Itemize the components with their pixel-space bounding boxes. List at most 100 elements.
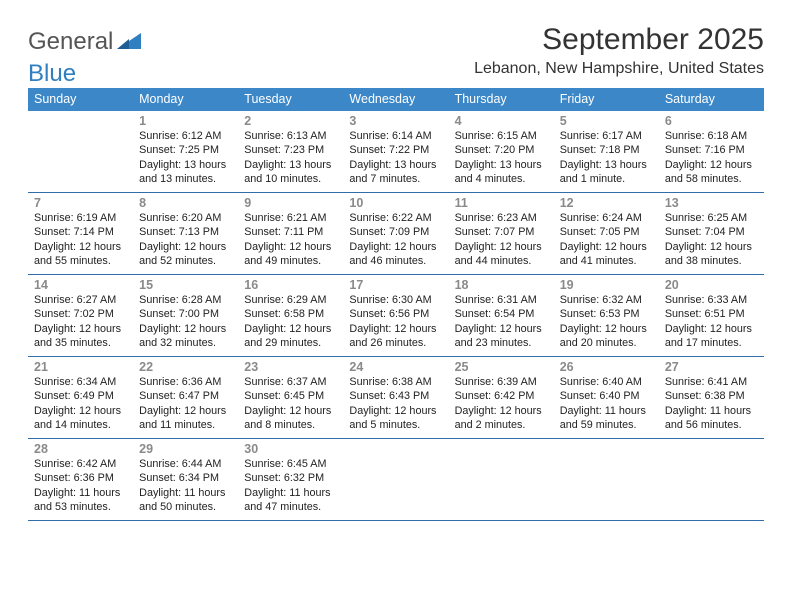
week-row: 7Sunrise: 6:19 AMSunset: 7:14 PMDaylight…: [28, 193, 764, 275]
day-number: 4: [455, 114, 548, 128]
day-text-line: Sunrise: 6:34 AM: [34, 375, 127, 389]
day-number: 28: [34, 442, 127, 456]
day-text: Sunrise: 6:34 AMSunset: 6:49 PMDaylight:…: [34, 375, 127, 432]
day-text-line: Sunset: 6:47 PM: [139, 389, 232, 403]
calendar-grid: 1Sunrise: 6:12 AMSunset: 7:25 PMDaylight…: [28, 111, 764, 521]
day-text-line: Sunset: 7:07 PM: [455, 225, 548, 239]
day-text-line: Sunset: 6:43 PM: [349, 389, 442, 403]
day-text-line: Sunset: 6:49 PM: [34, 389, 127, 403]
day-text-line: Sunrise: 6:30 AM: [349, 293, 442, 307]
day-text-line: Sunrise: 6:23 AM: [455, 211, 548, 225]
day-number: 2: [244, 114, 337, 128]
day-cell: 14Sunrise: 6:27 AMSunset: 7:02 PMDayligh…: [28, 275, 133, 356]
day-text-line: Daylight: 13 hours: [455, 158, 548, 172]
day-text: Sunrise: 6:20 AMSunset: 7:13 PMDaylight:…: [139, 211, 232, 268]
day-text-line: and 56 minutes.: [665, 418, 758, 432]
day-text-line: and 38 minutes.: [665, 254, 758, 268]
logo: General: [28, 28, 141, 56]
day-text-line: and 49 minutes.: [244, 254, 337, 268]
day-text-line: Daylight: 12 hours: [244, 404, 337, 418]
day-text-line: and 10 minutes.: [244, 172, 337, 186]
day-text-line: and 35 minutes.: [34, 336, 127, 350]
day-text-line: Sunrise: 6:44 AM: [139, 457, 232, 471]
day-text: Sunrise: 6:14 AMSunset: 7:22 PMDaylight:…: [349, 129, 442, 186]
day-text: Sunrise: 6:32 AMSunset: 6:53 PMDaylight:…: [560, 293, 653, 350]
day-text-line: and 8 minutes.: [244, 418, 337, 432]
day-cell: 11Sunrise: 6:23 AMSunset: 7:07 PMDayligh…: [449, 193, 554, 274]
day-cell: [28, 111, 133, 192]
day-text-line: Daylight: 12 hours: [244, 240, 337, 254]
day-text-line: Sunrise: 6:12 AM: [139, 129, 232, 143]
day-text-line: and 11 minutes.: [139, 418, 232, 432]
day-text-line: and 59 minutes.: [560, 418, 653, 432]
day-cell: 1Sunrise: 6:12 AMSunset: 7:25 PMDaylight…: [133, 111, 238, 192]
day-text-line: and 7 minutes.: [349, 172, 442, 186]
day-text-line: and 29 minutes.: [244, 336, 337, 350]
day-text-line: Sunset: 6:56 PM: [349, 307, 442, 321]
day-text: Sunrise: 6:13 AMSunset: 7:23 PMDaylight:…: [244, 129, 337, 186]
day-text-line: and 23 minutes.: [455, 336, 548, 350]
day-text-line: and 52 minutes.: [139, 254, 232, 268]
day-text-line: Daylight: 13 hours: [560, 158, 653, 172]
day-text: Sunrise: 6:39 AMSunset: 6:42 PMDaylight:…: [455, 375, 548, 432]
day-text-line: Daylight: 11 hours: [560, 404, 653, 418]
day-text: Sunrise: 6:45 AMSunset: 6:32 PMDaylight:…: [244, 457, 337, 514]
day-cell: 3Sunrise: 6:14 AMSunset: 7:22 PMDaylight…: [343, 111, 448, 192]
day-cell: 10Sunrise: 6:22 AMSunset: 7:09 PMDayligh…: [343, 193, 448, 274]
day-text: Sunrise: 6:38 AMSunset: 6:43 PMDaylight:…: [349, 375, 442, 432]
weekday-monday: Monday: [133, 88, 238, 111]
day-number: 23: [244, 360, 337, 374]
day-text-line: Daylight: 13 hours: [244, 158, 337, 172]
day-text-line: Sunrise: 6:15 AM: [455, 129, 548, 143]
week-row: 28Sunrise: 6:42 AMSunset: 6:36 PMDayligh…: [28, 439, 764, 521]
day-number: 24: [349, 360, 442, 374]
day-text-line: Sunset: 6:32 PM: [244, 471, 337, 485]
day-text-line: Sunset: 7:14 PM: [34, 225, 127, 239]
day-cell: 12Sunrise: 6:24 AMSunset: 7:05 PMDayligh…: [554, 193, 659, 274]
day-text-line: and 46 minutes.: [349, 254, 442, 268]
day-text-line: Sunrise: 6:33 AM: [665, 293, 758, 307]
day-text-line: Sunrise: 6:19 AM: [34, 211, 127, 225]
day-number: 26: [560, 360, 653, 374]
weekday-thursday: Thursday: [449, 88, 554, 111]
day-number: 14: [34, 278, 127, 292]
day-text-line: Sunrise: 6:28 AM: [139, 293, 232, 307]
day-text: Sunrise: 6:37 AMSunset: 6:45 PMDaylight:…: [244, 375, 337, 432]
day-number: 13: [665, 196, 758, 210]
day-number: 10: [349, 196, 442, 210]
day-cell: 2Sunrise: 6:13 AMSunset: 7:23 PMDaylight…: [238, 111, 343, 192]
day-number: 5: [560, 114, 653, 128]
day-text: Sunrise: 6:25 AMSunset: 7:04 PMDaylight:…: [665, 211, 758, 268]
day-number: 8: [139, 196, 232, 210]
day-text-line: Sunset: 6:51 PM: [665, 307, 758, 321]
day-text-line: Sunrise: 6:36 AM: [139, 375, 232, 389]
day-text-line: Sunset: 6:54 PM: [455, 307, 548, 321]
day-cell: 26Sunrise: 6:40 AMSunset: 6:40 PMDayligh…: [554, 357, 659, 438]
day-text: Sunrise: 6:22 AMSunset: 7:09 PMDaylight:…: [349, 211, 442, 268]
day-cell: 25Sunrise: 6:39 AMSunset: 6:42 PMDayligh…: [449, 357, 554, 438]
day-cell: 20Sunrise: 6:33 AMSunset: 6:51 PMDayligh…: [659, 275, 764, 356]
day-number: 29: [139, 442, 232, 456]
logo-line2: Blue: [28, 60, 76, 88]
day-text: Sunrise: 6:30 AMSunset: 6:56 PMDaylight:…: [349, 293, 442, 350]
day-cell: 28Sunrise: 6:42 AMSunset: 6:36 PMDayligh…: [28, 439, 133, 520]
weekday-saturday: Saturday: [659, 88, 764, 111]
day-cell: [659, 439, 764, 520]
day-cell: 9Sunrise: 6:21 AMSunset: 7:11 PMDaylight…: [238, 193, 343, 274]
day-text-line: and 26 minutes.: [349, 336, 442, 350]
week-row: 21Sunrise: 6:34 AMSunset: 6:49 PMDayligh…: [28, 357, 764, 439]
day-text-line: Daylight: 11 hours: [665, 404, 758, 418]
day-text-line: Daylight: 12 hours: [455, 322, 548, 336]
day-text-line: Daylight: 11 hours: [34, 486, 127, 500]
day-text-line: Sunrise: 6:24 AM: [560, 211, 653, 225]
calendar-page: General September 2025 Blue Lebanon, New…: [0, 0, 792, 531]
day-text-line: and 53 minutes.: [34, 500, 127, 514]
day-text-line: Daylight: 12 hours: [34, 322, 127, 336]
day-text-line: and 2 minutes.: [455, 418, 548, 432]
day-text-line: Sunset: 7:05 PM: [560, 225, 653, 239]
day-text-line: and 4 minutes.: [455, 172, 548, 186]
day-text-line: Sunrise: 6:21 AM: [244, 211, 337, 225]
day-text-line: Daylight: 12 hours: [665, 322, 758, 336]
day-number: 22: [139, 360, 232, 374]
day-cell: 18Sunrise: 6:31 AMSunset: 6:54 PMDayligh…: [449, 275, 554, 356]
